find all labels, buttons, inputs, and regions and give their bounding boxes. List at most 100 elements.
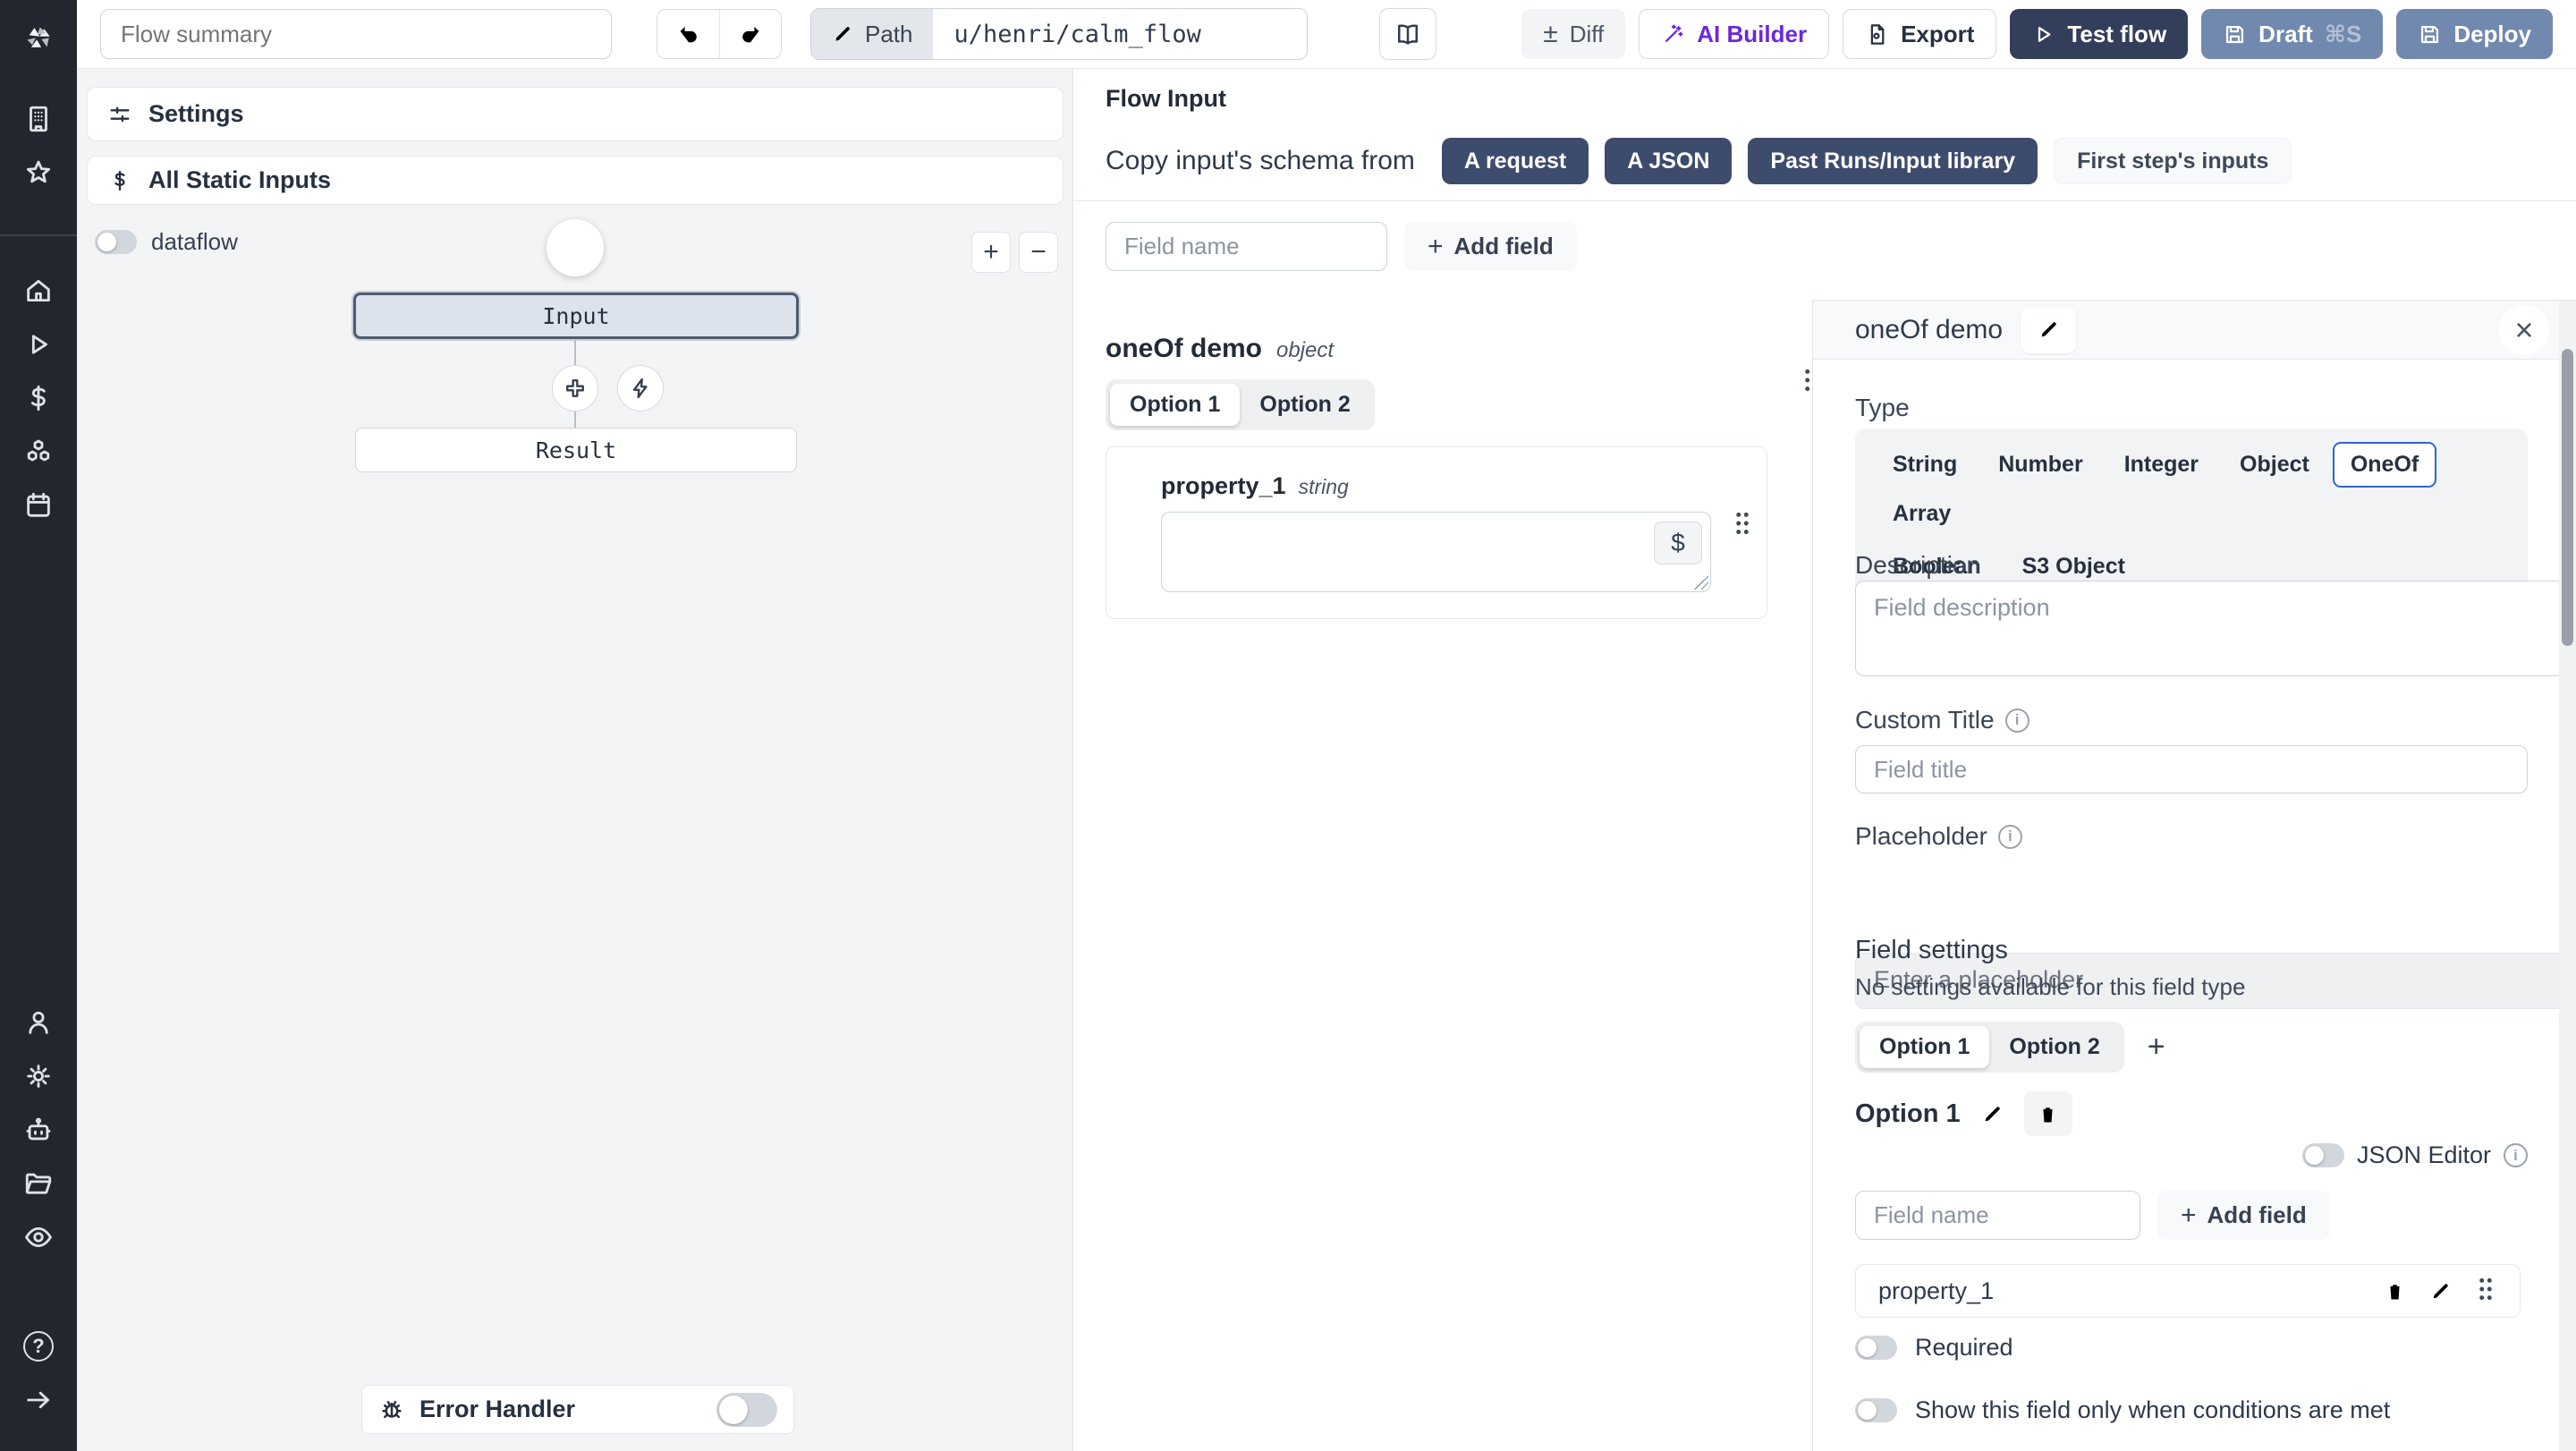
type-oneof[interactable]: OneOf <box>2332 442 2437 488</box>
schema-from-first-step-button[interactable]: First step's inputs <box>2054 138 2292 184</box>
all-static-inputs-button[interactable]: All Static Inputs <box>87 156 1063 205</box>
type-label: Type <box>1855 394 1910 421</box>
robot-icon[interactable] <box>23 1115 54 1145</box>
play-icon[interactable] <box>23 329 54 360</box>
arrow-right-icon[interactable] <box>23 1385 54 1415</box>
star-icon[interactable] <box>23 157 54 188</box>
zoom-in-button[interactable]: + <box>971 232 1011 273</box>
drag-handle-icon[interactable] <box>2474 1276 2497 1307</box>
required-row: Required <box>1855 1334 2528 1362</box>
add-field-button[interactable]: + Add field <box>1404 222 1577 271</box>
topbar: Path u/henri/calm_flow ± Diff AI Builder <box>77 0 2576 69</box>
export-button[interactable]: Export <box>1843 9 1997 59</box>
graph-node-input[interactable]: Input <box>353 293 799 339</box>
info-icon[interactable]: i <box>2004 708 2029 733</box>
description-label: Description <box>1855 551 1981 579</box>
error-handler-label: Error Handler <box>419 1396 576 1422</box>
json-editor-toggle[interactable] <box>2301 1143 2344 1167</box>
undo-button[interactable] <box>657 10 719 58</box>
help-icon[interactable]: ? <box>23 1331 54 1362</box>
drawer-header: oneOf demo × <box>1813 301 2576 360</box>
schema-field-type: object <box>1276 338 1335 362</box>
drawer-title: oneOf demo <box>1855 314 2004 344</box>
docs-button[interactable] <box>1378 8 1436 60</box>
tab-option-2[interactable]: Option 2 <box>1259 392 1351 417</box>
edit-option-button[interactable] <box>1980 1102 2004 1126</box>
dataflow-toggle[interactable] <box>95 230 137 254</box>
info-icon[interactable]: i <box>2504 1143 2528 1167</box>
tab-option-1[interactable]: Option 1 <box>1110 384 1241 426</box>
conditions-toggle[interactable] <box>1855 1398 1897 1422</box>
redo-button[interactable] <box>719 10 781 58</box>
drawer-tab-option-2[interactable]: Option 2 <box>2009 1034 2100 1059</box>
drawer-scrollbar[interactable] <box>2559 301 2576 1451</box>
required-toggle[interactable] <box>1855 1336 1897 1360</box>
plus-cross-icon <box>563 376 588 401</box>
placeholder-textarea[interactable]: Enter a placeholder <box>1855 953 2576 1009</box>
ai-flow-wand-button[interactable] <box>547 219 604 276</box>
cubes-icon[interactable] <box>23 437 54 467</box>
diff-button[interactable]: ± Diff <box>1521 9 1626 59</box>
dollar-icon[interactable] <box>23 383 54 413</box>
property-row[interactable]: property_1 <box>1855 1264 2521 1318</box>
file-export-icon <box>1865 22 1889 47</box>
draft-button[interactable]: Draft ⌘S <box>2201 9 2384 59</box>
resize-handle-icon[interactable] <box>1694 575 1708 590</box>
field-name-input[interactable] <box>1106 222 1387 271</box>
trash-icon <box>2040 1107 2055 1122</box>
error-handler-toggle[interactable] <box>716 1392 777 1427</box>
flow-summary-input[interactable] <box>100 9 612 59</box>
type-array[interactable]: Array <box>1893 501 1952 526</box>
field-editor-drawer: oneOf demo × Type String Number Integer … <box>1812 300 2576 1451</box>
type-s3-object[interactable]: S3 Object <box>2021 554 2125 579</box>
description-textarea[interactable]: Field description <box>1855 581 2576 676</box>
deploy-button[interactable]: Deploy <box>2396 9 2553 59</box>
building-icon[interactable] <box>23 104 54 134</box>
schema-from-request-button[interactable]: A request <box>1441 138 1589 184</box>
plus-icon: + <box>1428 231 1444 261</box>
path-edit-button[interactable]: Path <box>811 9 933 59</box>
add-option-button[interactable]: + <box>2147 1030 2165 1064</box>
type-string[interactable]: String <box>1893 452 1958 477</box>
edit-property-button[interactable] <box>2428 1279 2453 1303</box>
rename-field-button[interactable] <box>2021 306 2077 353</box>
schema-from-past-runs-button[interactable]: Past Runs/Input library <box>1748 138 2038 184</box>
gear-icon[interactable] <box>23 1061 54 1091</box>
insert-variable-button[interactable]: $ <box>1654 522 1702 564</box>
graph-node-result[interactable]: Result <box>355 428 797 472</box>
calendar-icon[interactable] <box>23 490 54 521</box>
eye-icon[interactable] <box>23 1222 54 1252</box>
property-value-input[interactable]: $ <box>1161 512 1711 592</box>
type-number[interactable]: Number <box>1998 452 2083 477</box>
test-flow-button[interactable]: Test flow <box>2010 9 2189 59</box>
type-boolean[interactable]: Boolean <box>1893 554 1981 579</box>
custom-title-input[interactable] <box>1855 745 2528 793</box>
lightning-icon <box>628 376 653 401</box>
drag-handle-icon[interactable] <box>1731 510 1754 541</box>
scrollbar-thumb[interactable] <box>2562 349 2573 646</box>
drawer-tab-option-1[interactable]: Option 1 <box>1860 1026 1990 1068</box>
folder-icon[interactable] <box>23 1168 54 1199</box>
type-integer[interactable]: Integer <box>2123 452 2199 477</box>
trigger-button[interactable] <box>617 365 664 412</box>
add-step-button[interactable] <box>552 365 598 412</box>
user-icon[interactable] <box>23 1007 54 1038</box>
drawer-add-field-button[interactable]: + Add field <box>2157 1191 2330 1240</box>
option-heading: Option 1 <box>1855 1099 1961 1128</box>
schema-from-json-button[interactable]: A JSON <box>1605 138 1733 184</box>
path-value[interactable]: u/henri/calm_flow <box>953 20 1201 48</box>
flow-settings-button[interactable]: Settings <box>87 87 1063 141</box>
type-object[interactable]: Object <box>2240 452 2309 477</box>
home-icon[interactable] <box>23 276 54 306</box>
delete-option-button[interactable] <box>2023 1091 2072 1136</box>
close-drawer-button[interactable]: × <box>2499 304 2549 355</box>
field-settings-label: Field settings <box>1855 936 2008 964</box>
error-handler-card[interactable]: Error Handler <box>361 1385 794 1434</box>
info-icon[interactable]: i <box>1997 824 2022 849</box>
drawer-field-name-input[interactable] <box>1855 1191 2140 1240</box>
property-type: string <box>1298 475 1349 498</box>
ai-builder-button[interactable]: AI Builder <box>1639 9 1830 59</box>
delete-property-button[interactable] <box>2383 1279 2407 1303</box>
zoom-out-button[interactable]: − <box>1019 232 1058 273</box>
